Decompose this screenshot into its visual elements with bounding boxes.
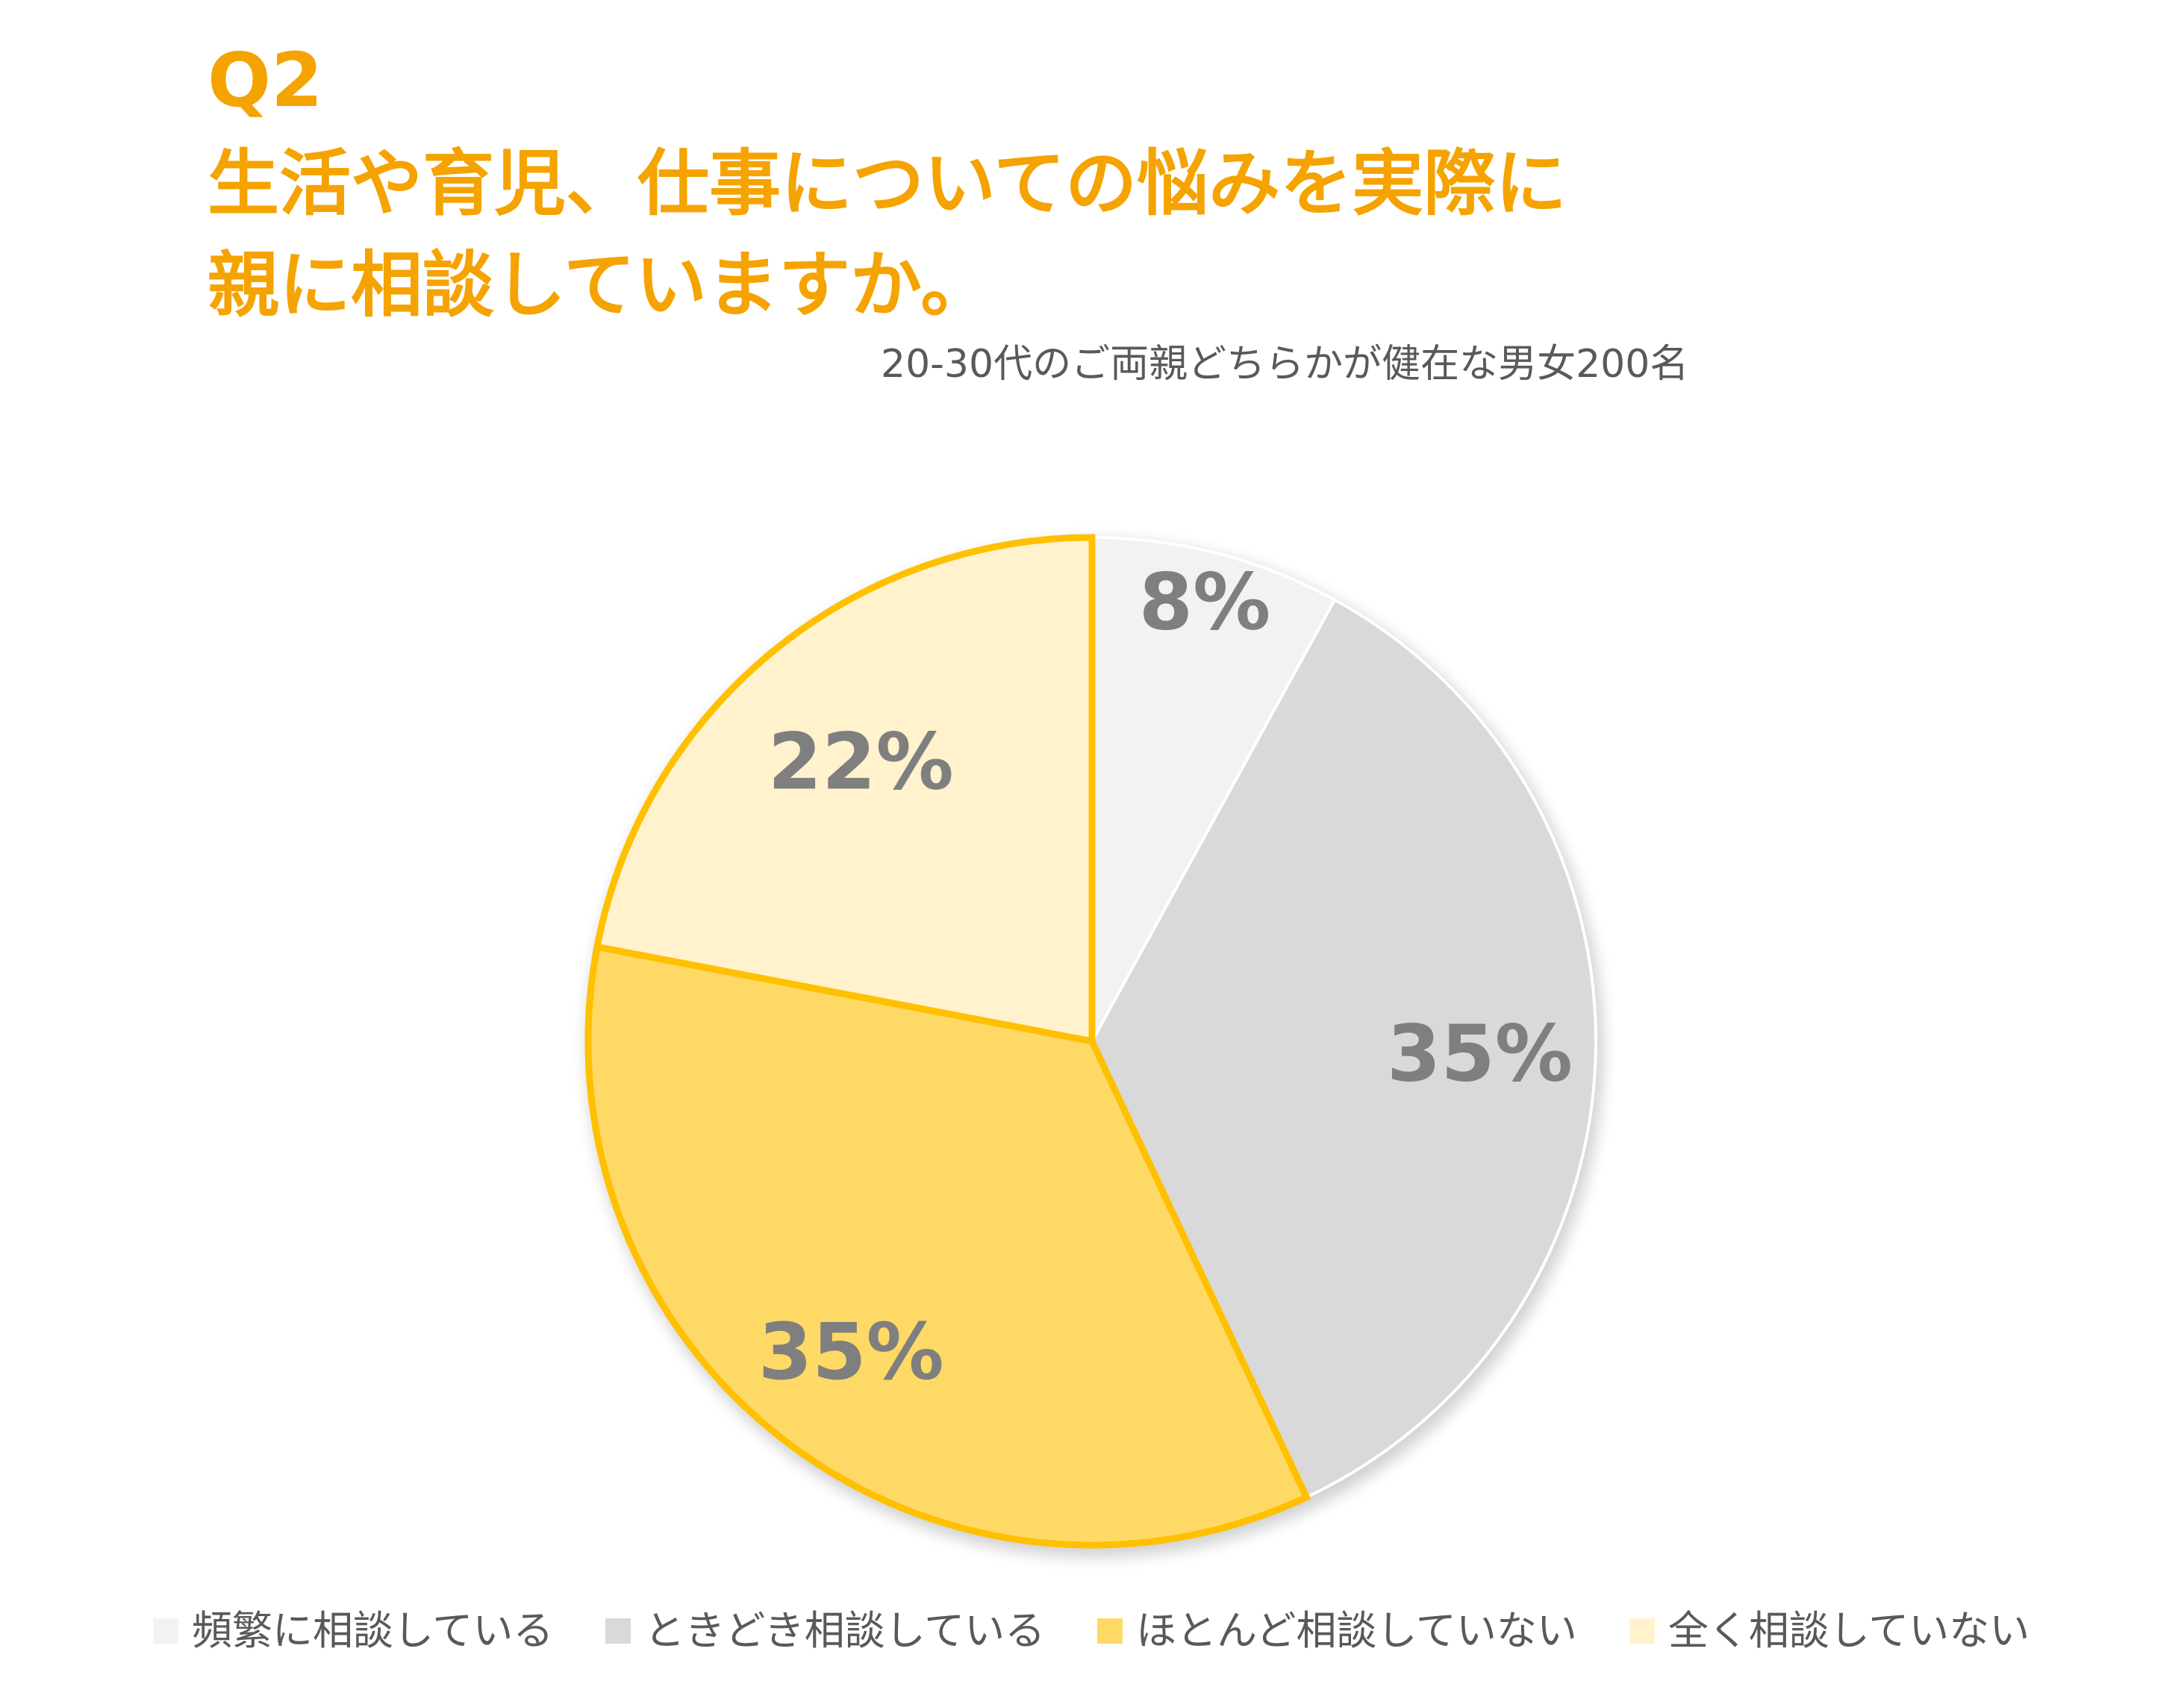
legend-label: 全く相談していない — [1667, 1607, 2030, 1654]
legend-label: ほとんど相談していない — [1136, 1607, 1577, 1654]
data-label-1: 8% — [1139, 557, 1271, 648]
legend-item-3: ほとんど相談していない — [1097, 1611, 1577, 1651]
question-title: 生活や育児、仕事についての悩みを実際に 親に相談していますか。 — [208, 133, 1850, 337]
question-title-line2: 親に相談していますか。 — [208, 243, 993, 328]
chart-legend: 頻繁に相談している ときどき相談している ほとんど相談していない 全く相談していない — [153, 1597, 2064, 1665]
chart-subtitle: 20-30代のご両親どちらかが健在な男女200名 — [881, 342, 1689, 387]
legend-label: 頻繁に相談している — [192, 1607, 554, 1654]
data-label-4: 22% — [768, 717, 954, 808]
legend-item-4: 全く相談していない — [1629, 1611, 2029, 1651]
pie-slice-1 — [1091, 536, 1337, 1043]
legend-item-1: 頻繁に相談している — [153, 1611, 553, 1651]
legend-label: ときどき相談している — [644, 1607, 1046, 1654]
question-number: Q2 — [208, 37, 323, 124]
legend-swatch — [153, 1618, 178, 1644]
pie-slice-2 — [1091, 598, 1597, 1499]
data-label-3: 35% — [758, 1306, 944, 1397]
question-title-line1: 生活や育児、仕事についての悩みを実際に — [208, 142, 1567, 225]
legend-item-2: ときどき相談している — [605, 1611, 1045, 1651]
legend-swatch — [1629, 1618, 1655, 1644]
data-label-2: 35% — [1387, 1008, 1573, 1099]
pie-slice-outline-4 — [593, 534, 1096, 1046]
legend-swatch — [605, 1618, 631, 1644]
legend-swatch — [1097, 1618, 1123, 1644]
pie-slice-outline-3 — [584, 943, 1311, 1549]
